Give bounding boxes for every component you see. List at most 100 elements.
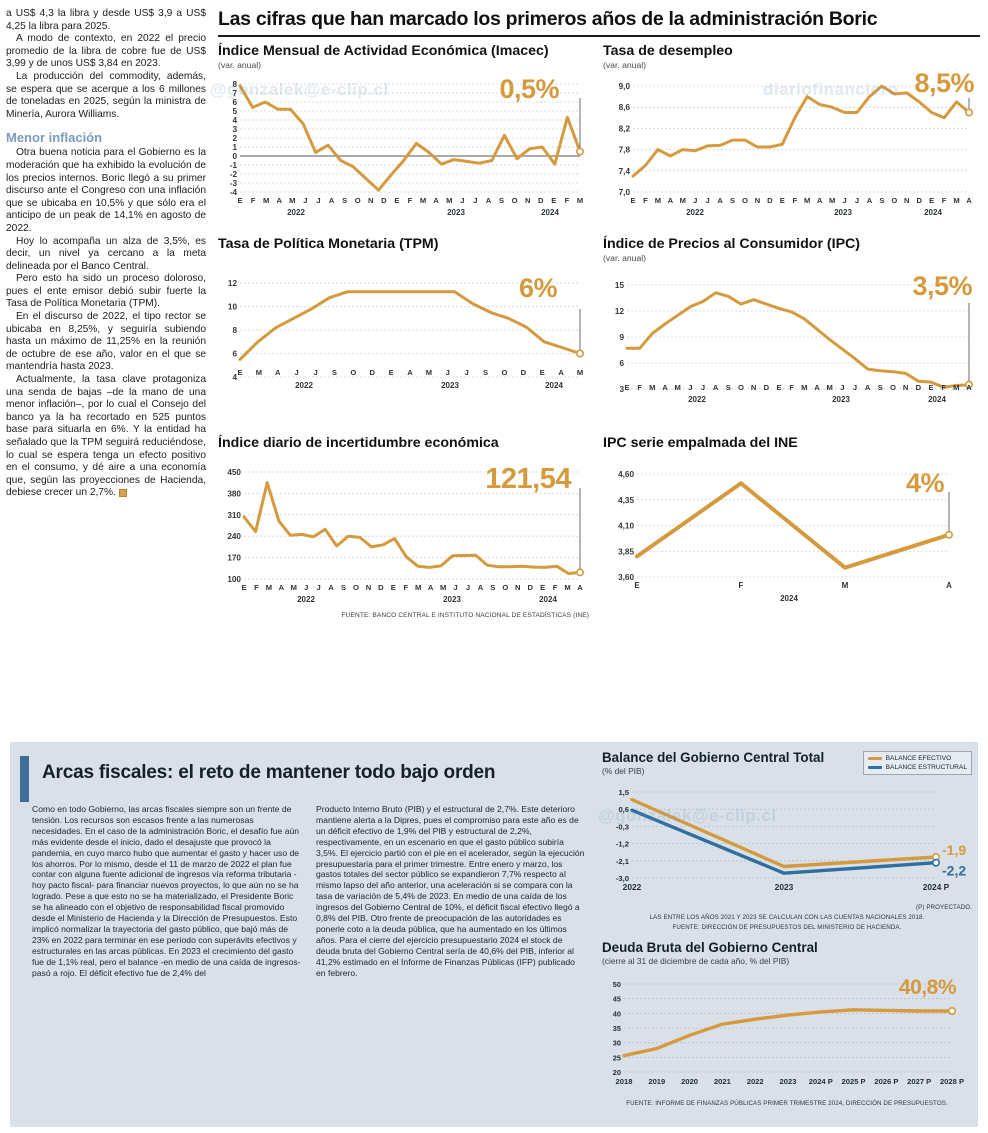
svg-text:S: S bbox=[341, 583, 346, 592]
chart-note-1: (P) PROYECTADO. bbox=[915, 904, 972, 911]
svg-text:M: M bbox=[804, 196, 810, 205]
svg-text:2025 P: 2025 P bbox=[842, 1077, 866, 1086]
svg-text:S: S bbox=[342, 196, 347, 205]
svg-text:J: J bbox=[295, 368, 299, 377]
svg-text:E: E bbox=[929, 196, 934, 205]
svg-text:20: 20 bbox=[613, 1068, 621, 1077]
svg-text:N: N bbox=[368, 196, 373, 205]
chart-title: IPC serie empalmada del INE bbox=[603, 435, 798, 451]
legend-item-estructural: BALANCE ESTRUCTURAL bbox=[867, 763, 967, 772]
svg-text:A: A bbox=[966, 383, 972, 392]
chart-title: Tasa de desempleo bbox=[603, 43, 733, 59]
svg-text:4: 4 bbox=[232, 116, 237, 125]
svg-text:J: J bbox=[303, 196, 307, 205]
svg-text:4,35: 4,35 bbox=[618, 496, 634, 505]
svg-text:M: M bbox=[827, 383, 833, 392]
svg-text:J: J bbox=[853, 383, 857, 392]
svg-text:J: J bbox=[701, 383, 705, 392]
svg-text:D: D bbox=[764, 383, 770, 392]
chart-tpm: Tasa de Política Monetaria (TPM) 4 6 8 10 12… bbox=[218, 236, 599, 419]
svg-text:-2,2: -2,2 bbox=[942, 863, 966, 879]
legend-item-efectivo: BALANCE EFECTIVO bbox=[867, 754, 967, 763]
chart-incertidumbre: Índice diario de incertidumbre económica… bbox=[218, 435, 599, 619]
svg-text:0: 0 bbox=[232, 152, 237, 161]
svg-text:A: A bbox=[668, 196, 674, 205]
svg-text:E: E bbox=[540, 583, 545, 592]
svg-text:M: M bbox=[446, 196, 452, 205]
chart-note-2: LAS ENTRE LOS AÑOS 2021 Y 2023 SE CALCUL… bbox=[649, 914, 925, 921]
svg-text:J: J bbox=[446, 368, 450, 377]
svg-text:E: E bbox=[389, 368, 394, 377]
svg-text:2024: 2024 bbox=[545, 381, 563, 390]
bottom-title: Arcas fiscales: el reto de mantener todo… bbox=[42, 762, 496, 783]
svg-text:2024: 2024 bbox=[928, 395, 946, 404]
svg-text:O: O bbox=[891, 196, 897, 205]
svg-text:A: A bbox=[946, 581, 952, 590]
chart-subtitle: (cierre al 31 de diciembre de cada año, … bbox=[602, 956, 790, 966]
svg-text:F: F bbox=[403, 583, 408, 592]
svg-text:J: J bbox=[473, 196, 477, 205]
svg-text:2019: 2019 bbox=[648, 1077, 665, 1086]
svg-text:-3: -3 bbox=[230, 179, 238, 188]
svg-text:N: N bbox=[366, 583, 371, 592]
chart-callout-value: 40,8% bbox=[898, 976, 957, 999]
paragraph-text: Actualmente, la tasa clave protagoniza u… bbox=[6, 374, 206, 499]
svg-text:S: S bbox=[879, 196, 884, 205]
svg-text:35: 35 bbox=[613, 1024, 621, 1033]
svg-text:M: M bbox=[415, 583, 421, 592]
svg-text:A: A bbox=[275, 368, 281, 377]
svg-text:310: 310 bbox=[227, 511, 241, 520]
svg-text:A: A bbox=[558, 368, 564, 377]
svg-text:2022: 2022 bbox=[287, 208, 305, 217]
svg-text:380: 380 bbox=[227, 489, 241, 498]
svg-text:E: E bbox=[624, 383, 629, 392]
chart-svg-ipc-empalmada: 3,60 3,85 4,10 4,35 4,60 E F M A 2024 bbox=[618, 470, 953, 603]
chart-plot-area: @gonzalek@e-clip.cl -3,0 -2,1 -1,2 -0,3 0,6 1… bbox=[598, 780, 972, 904]
svg-text:-0,3: -0,3 bbox=[616, 822, 629, 831]
body-column-1: Como en todo Gobierno, las arcas fiscale… bbox=[32, 804, 302, 979]
svg-text:9: 9 bbox=[619, 333, 624, 342]
svg-text:2022: 2022 bbox=[688, 395, 706, 404]
chart-title: Índice diario de incertidumbre económica bbox=[218, 435, 499, 451]
svg-text:4,60: 4,60 bbox=[618, 470, 634, 479]
svg-text:2024 P: 2024 P bbox=[809, 1077, 833, 1086]
svg-text:7,0: 7,0 bbox=[619, 188, 631, 197]
svg-text:N: N bbox=[903, 383, 908, 392]
svg-text:O: O bbox=[353, 583, 359, 592]
svg-text:A: A bbox=[966, 196, 972, 205]
svg-text:8: 8 bbox=[232, 80, 237, 89]
legend-label: BALANCE ESTRUCTURAL bbox=[885, 764, 967, 771]
svg-text:2023: 2023 bbox=[834, 208, 852, 217]
svg-text:2022: 2022 bbox=[623, 882, 642, 892]
bottom-right-charts: Balance del Gobierno Central Total (% de… bbox=[598, 750, 972, 1108]
chart-callout-value: 3,5% bbox=[912, 271, 972, 301]
chart-title: Deuda Bruta del Gobierno Central bbox=[602, 940, 818, 955]
svg-text:E: E bbox=[776, 383, 781, 392]
chart-plot-area: 3 6 9 12 15 E F M A M J J A S O N D E F M A M J J A S O N D E F M A 2022… bbox=[603, 267, 980, 419]
chart-desempleo: Tasa de desempleo (var. anual) diariofin… bbox=[599, 43, 980, 222]
svg-text:6: 6 bbox=[619, 359, 624, 368]
chart-title: Índice de Precios al Consumidor (IPC) bbox=[603, 236, 861, 252]
svg-text:F: F bbox=[941, 383, 946, 392]
svg-text:M: M bbox=[842, 581, 849, 590]
chart-title: Tasa de Política Monetaria (TPM) bbox=[218, 236, 439, 252]
svg-text:2024: 2024 bbox=[924, 208, 942, 217]
svg-text:2022: 2022 bbox=[295, 381, 313, 390]
svg-text:J: J bbox=[688, 383, 692, 392]
svg-text:O: O bbox=[512, 196, 518, 205]
svg-text:2027 P: 2027 P bbox=[907, 1077, 931, 1086]
svg-text:A: A bbox=[867, 196, 873, 205]
svg-text:12: 12 bbox=[228, 279, 238, 288]
svg-text:D: D bbox=[538, 196, 544, 205]
svg-text:J: J bbox=[304, 583, 308, 592]
svg-text:2024: 2024 bbox=[780, 594, 798, 603]
svg-text:A: A bbox=[865, 383, 871, 392]
svg-text:7: 7 bbox=[232, 89, 237, 98]
chart-plot-area: 20 25 30 35 40 45 50 2018 2019 2020 2021 2022 2023 2… bbox=[602, 970, 972, 1098]
svg-text:S: S bbox=[332, 368, 337, 377]
svg-text:J: J bbox=[693, 196, 697, 205]
svg-text:D: D bbox=[767, 196, 773, 205]
svg-text:M: M bbox=[680, 196, 686, 205]
svg-text:S: S bbox=[878, 383, 883, 392]
